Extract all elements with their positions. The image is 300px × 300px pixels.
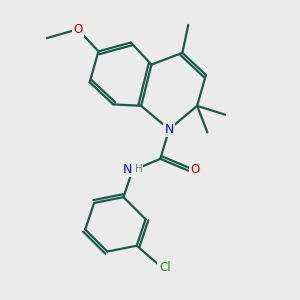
Text: H: H — [135, 164, 143, 174]
Text: O: O — [190, 163, 200, 176]
Text: N: N — [123, 163, 133, 176]
Text: Cl: Cl — [159, 261, 170, 274]
Text: N: N — [164, 123, 174, 136]
Text: O: O — [73, 23, 83, 36]
